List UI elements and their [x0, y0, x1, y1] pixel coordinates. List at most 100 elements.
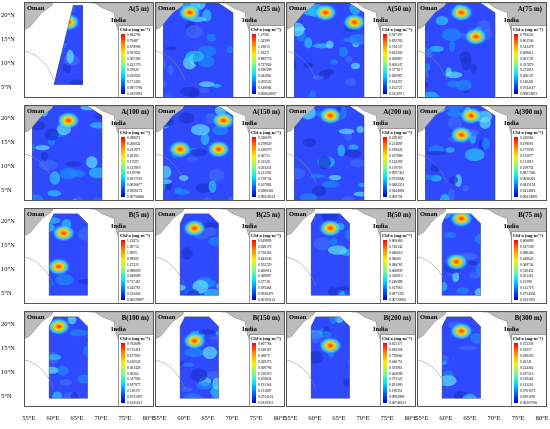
panel-title: B(5 m): [128, 211, 149, 219]
chl-texture: [353, 191, 365, 197]
chl-texture: [342, 37, 357, 43]
chl-texture: [52, 391, 63, 399]
chl-texture: [340, 299, 357, 304]
colorbar-tick-label: 0.507496: [127, 56, 141, 61]
chl-hotspot: [318, 219, 343, 238]
chl-texture: [418, 375, 433, 385]
colorbar-tick-label: 0.555863: [389, 365, 403, 370]
chl-texture: [221, 358, 238, 366]
colorbar-tick-label: 0.526679: [258, 136, 272, 140]
legend-title: Chl-a (mg·m⁻³): [251, 233, 281, 238]
colorbar-tick-label: 0.713418: [127, 347, 141, 352]
chl-hotspot: [182, 219, 207, 238]
colorbar-tick-label: 0.19198: [520, 280, 532, 285]
colorbar: [514, 137, 518, 197]
chl-texture: [78, 278, 88, 285]
chl-texture: [94, 342, 107, 350]
chl-texture: [418, 282, 430, 286]
chl-texture: [312, 185, 327, 197]
chl-texture: [425, 48, 433, 55]
chl-texture: [208, 236, 219, 246]
map-svg: [156, 106, 284, 200]
colorbar-tick-label: 0.369796: [258, 365, 272, 370]
boundary-line: [287, 359, 317, 389]
colorbar-tick-label: 0.167063: [389, 286, 403, 291]
label-oman: Oman: [420, 314, 438, 321]
chl-texture: [190, 368, 208, 382]
chl-hotspot: [342, 13, 365, 32]
land-oman: [287, 209, 316, 236]
data-region-outline: [48, 213, 88, 296]
chl-texture: [329, 237, 338, 246]
label-oman: Oman: [158, 108, 176, 115]
colorbar-tick-label: 0.0877366: [520, 171, 536, 176]
label-india: India: [504, 120, 519, 127]
label-oman: Oman: [420, 108, 438, 115]
colorbar-tick-label: 0.224362: [520, 365, 534, 370]
boundary-line: [156, 50, 186, 80]
colorbar-tick-label: 0.885776: [258, 56, 272, 61]
label-oman: Oman: [27, 314, 45, 321]
data-region-outline: [179, 213, 219, 296]
colorbar-tick-label: 0.263431: [258, 165, 272, 170]
chl-texture: [187, 289, 200, 296]
colorbar-legend: Chl-a (mg·m⁻³) 0.784232 0.601536 0.523478 0.…: [511, 25, 546, 97]
chl-texture: [49, 171, 61, 185]
colorbar-tick-label: 0.830458: [389, 347, 403, 352]
chl-hotspot: [318, 106, 343, 125]
chl-texture: [448, 175, 458, 185]
chl-texture: [358, 383, 370, 391]
boundary-line: [287, 256, 317, 286]
panel-title: A(75 m): [517, 5, 542, 13]
chl-texture: [180, 387, 193, 392]
colorbar-tick-label: 1.03271: [258, 50, 270, 55]
colorbar-legend: Chl-a (mg·m⁻³) 0.526679 0.478829 0.418979 0.…: [249, 128, 284, 200]
land-oman: [25, 106, 54, 133]
colorbar-tick-label: 0.214695: [389, 141, 403, 146]
chl-texture: [482, 400, 497, 407]
chl-texture: [89, 122, 103, 129]
chl-texture: [167, 64, 174, 75]
colorbar-tick-label: 0.190024: [389, 147, 403, 152]
colorbar-legend: Chl-a (mg·m⁻³) 0.220062 0.198001 0.175939 0.…: [511, 128, 546, 200]
chl-texture: [311, 338, 312, 353]
chl-texture: [311, 351, 324, 364]
label-india: India: [373, 120, 388, 127]
label-india: India: [504, 17, 519, 24]
colorbar-legend: Chl-a (mg·m⁻³) 0.238367 0.214695 0.190024 0.…: [380, 128, 415, 200]
y-tick-label: 15°N: [1, 139, 15, 147]
colorbar-tick-label: 0.175939: [520, 147, 534, 152]
chl-texture: [487, 336, 496, 345]
chl-texture: [201, 301, 214, 304]
colorbar-tick-label: 0.423179: [127, 62, 141, 67]
colorbar-tick-label: 0.00414699: [520, 195, 538, 199]
land-oman: [156, 3, 185, 30]
data-region-outline: [53, 5, 83, 85]
chl-texture: [63, 401, 71, 407]
label-india: India: [373, 223, 388, 230]
chl-texture: [425, 91, 440, 97]
chl-texture: [351, 401, 361, 407]
colorbar-tick-label: 0.849809: [127, 274, 141, 279]
colorbar: [121, 34, 125, 94]
label-india: India: [504, 326, 519, 333]
map-panel: Oman B(300 m) India Chl-a (mg·m⁻³) 0.372356 0…: [417, 311, 547, 407]
chl-hotspot: [313, 3, 338, 22]
chl-texture: [88, 167, 103, 179]
chl-texture: [53, 14, 65, 23]
boundary-line: [287, 153, 317, 183]
colorbar-tick-label: 0.429273: [258, 359, 272, 364]
colorbar: [252, 343, 256, 403]
colorbar-legend: Chl-a (mg·m⁻³) 0.792698 0.713418 0.677063 0.…: [118, 334, 153, 406]
colorbar-tick-label: 0.0936479: [258, 292, 274, 297]
chl-texture: [490, 217, 496, 229]
chl-texture: [33, 245, 40, 250]
x-tick-label: 75°E: [380, 415, 394, 422]
chl-texture: [190, 148, 208, 157]
colorbar-legend: Chl-a (mg·m⁻³) 0.842794 0.79487 0.678996 0.5…: [118, 25, 153, 97]
colorbar-tick-label: 0.591822: [127, 50, 141, 55]
y-tick-label: 5°N: [1, 290, 12, 298]
colorbar-tick-label: 0.606809: [520, 239, 534, 243]
colorbar-tick-label: 0.00239907: [127, 298, 145, 302]
map-panel: Oman B(100 m) India Chl-a (mg·m⁻³) 0.792698 0…: [24, 311, 154, 407]
